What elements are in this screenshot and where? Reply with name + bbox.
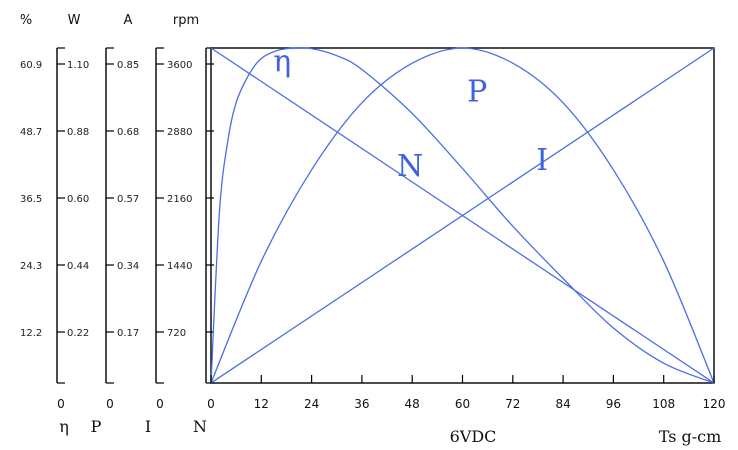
x-tick-label: 24 — [304, 397, 319, 411]
scale-tick-label: 3600 — [167, 60, 192, 71]
series-line-% — [210, 47, 715, 384]
scale-unit-label: W — [68, 13, 81, 28]
scale-zero-label: 0 — [106, 397, 114, 411]
scale-tick-label: 1440 — [167, 261, 192, 272]
scale-tick-label: 48.7 — [20, 127, 42, 138]
curves — [210, 47, 715, 384]
x-tick-label: 96 — [606, 397, 621, 411]
curve-labels: η P N I — [273, 45, 548, 185]
scale-tick-label: 0.17 — [117, 328, 139, 339]
voltage-label: 6VDC — [450, 427, 497, 446]
scale-tick-label: 2160 — [167, 194, 192, 205]
scale-tick-label: 0.22 — [67, 328, 89, 339]
x-axis-label: Ts g-cm — [659, 427, 722, 446]
scale-tick-label: 0.85 — [117, 60, 139, 71]
x-tick-label: 72 — [505, 397, 520, 411]
curve-label: P — [467, 74, 487, 109]
scale-tick-label: 0.44 — [67, 261, 89, 272]
scale-tick-label: 0.68 — [117, 127, 139, 138]
x-axis: 0 12 24 36 48 60 72 84 96 108 120 Ts g-cm 6VDC — [207, 375, 725, 446]
x-tick-label: 48 — [405, 397, 420, 411]
scale-symbol-label: I — [145, 417, 151, 436]
series-line-W — [210, 47, 715, 384]
scale-tick-label: 2880 — [167, 127, 192, 138]
scale-tick-label: 720 — [167, 328, 186, 339]
scale-unit-label: A — [124, 13, 133, 28]
curve-label: η — [273, 45, 291, 80]
scale-unit-label: rpm — [173, 13, 199, 28]
curve-label: N — [397, 149, 423, 184]
x-tick-label: 120 — [703, 397, 726, 411]
scale-tick-label: 0.57 — [117, 194, 139, 205]
scale-tick-label: 1.10 — [67, 60, 89, 71]
scale-tick-label: 12.2 — [20, 328, 42, 339]
scale-unit-label: % — [20, 13, 32, 28]
x-tick-label: 12 — [254, 397, 269, 411]
scale-tick-label: 60.9 — [20, 60, 42, 71]
scale-tick-label: 0.34 — [117, 261, 139, 272]
scale-symbol-label: N — [193, 417, 207, 436]
series-line-A — [210, 47, 715, 384]
scale-symbol-label: η — [59, 417, 69, 436]
scale-tick-label: 24.3 — [20, 261, 42, 272]
x-tick-label: 36 — [354, 397, 369, 411]
x-tick-label: 0 — [207, 397, 215, 411]
scale-tick-label: 0.60 — [67, 194, 89, 205]
x-tick-label: 84 — [555, 397, 570, 411]
scale-tick-label: 0.88 — [67, 127, 89, 138]
x-tick-label: 108 — [652, 397, 675, 411]
scale-zero-label: 0 — [57, 397, 65, 411]
scale-tick-label: 36.5 — [20, 194, 42, 205]
x-tick-label: 60 — [455, 397, 470, 411]
scale-zero-label: 0 — [156, 397, 164, 411]
scale-axes: 60.9 48.7 36.5 24.3 12.2% 0 η 1.10 0.88 0.60 0.44 0… — [20, 13, 214, 436]
curve-label: I — [536, 143, 548, 178]
scale-symbol-label: P — [91, 417, 102, 436]
